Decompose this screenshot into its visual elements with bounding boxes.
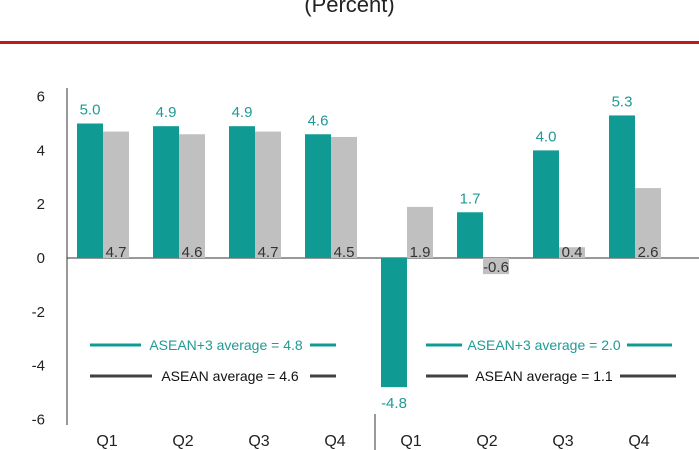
data-label-asean: 2.6 bbox=[638, 244, 659, 261]
bar-asean bbox=[635, 188, 661, 258]
average-annotation: ASEAN average = 1.1 bbox=[475, 368, 613, 384]
x-tick-label: Q2 bbox=[172, 433, 193, 450]
bar-asean3 bbox=[381, 258, 407, 388]
y-tick-label: 2 bbox=[37, 196, 45, 213]
data-label-asean: 4.5 bbox=[334, 244, 355, 261]
y-tick-label: -4 bbox=[32, 358, 45, 375]
x-tick-label: Q1 bbox=[96, 433, 117, 450]
data-label-asean: 1.9 bbox=[410, 244, 431, 261]
data-label-asean: -0.6 bbox=[483, 259, 509, 276]
data-label-asean3: 4.9 bbox=[232, 104, 253, 121]
average-annotation: ASEAN average = 4.6 bbox=[161, 368, 299, 384]
bar-asean3 bbox=[229, 126, 255, 258]
bar-asean3 bbox=[153, 126, 179, 258]
data-label-asean: 4.6 bbox=[182, 244, 203, 261]
data-label-asean3: 5.0 bbox=[80, 102, 101, 119]
chart-annotations: ASEAN+3 average = 4.8 ASEAN average = 4.6… bbox=[90, 337, 676, 384]
bar-asean bbox=[255, 131, 281, 258]
bar-asean3 bbox=[305, 134, 331, 258]
data-label-asean: 4.7 bbox=[106, 244, 127, 261]
bar-asean bbox=[179, 134, 205, 258]
bar-asean bbox=[103, 131, 129, 258]
data-label-asean: 0.4 bbox=[562, 244, 583, 261]
bar-asean bbox=[559, 247, 585, 258]
data-label-asean: 4.7 bbox=[258, 244, 279, 261]
x-tick-label: Q4 bbox=[628, 433, 649, 450]
data-label-asean3: -4.8 bbox=[381, 395, 407, 412]
data-label-asean3: 1.7 bbox=[460, 190, 481, 207]
header-rule bbox=[0, 41, 699, 44]
x-tick-label: Q3 bbox=[552, 433, 573, 450]
bar-asean3 bbox=[533, 150, 559, 258]
average-annotation: ASEAN+3 average = 2.0 bbox=[467, 337, 621, 353]
x-tick-label: Q3 bbox=[248, 433, 269, 450]
average-annotation: ASEAN+3 average = 4.8 bbox=[149, 337, 303, 353]
y-tick-label: 6 bbox=[37, 89, 45, 106]
y-tick-label: 0 bbox=[37, 250, 45, 267]
x-tick-label: Q4 bbox=[324, 433, 345, 450]
bar-asean bbox=[331, 136, 357, 258]
y-tick-label: -2 bbox=[32, 304, 45, 321]
bar-asean bbox=[407, 206, 433, 258]
data-label-asean3: 4.6 bbox=[308, 112, 329, 129]
bar-asean3 bbox=[609, 115, 635, 259]
bar-asean3 bbox=[77, 123, 103, 258]
chart-bars bbox=[77, 115, 661, 388]
y-tick-label: -6 bbox=[32, 411, 45, 428]
data-label-asean3: 5.3 bbox=[612, 93, 633, 110]
y-tick-label: 4 bbox=[37, 142, 45, 159]
chart-axes: 6 4 2 0 -2 -4 -6 Q1 Q2 Q3 Q4 Q1 Q2 Q3 Q4 bbox=[32, 88, 699, 450]
chart-data-labels: 5.0 4.7 4.9 4.6 4.9 4.7 4.6 4.5 -4.8 1.9 1.7 -0.6 4.… bbox=[80, 93, 659, 412]
bar-asean bbox=[483, 258, 509, 275]
bar-asean3 bbox=[457, 212, 483, 258]
x-tick-label: Q2 bbox=[476, 433, 497, 450]
chart-subtitle: (Percent) bbox=[304, 0, 395, 17]
x-tick-label: Q1 bbox=[400, 433, 421, 450]
data-label-asean3: 4.9 bbox=[156, 104, 177, 121]
data-label-asean3: 4.0 bbox=[536, 128, 557, 145]
